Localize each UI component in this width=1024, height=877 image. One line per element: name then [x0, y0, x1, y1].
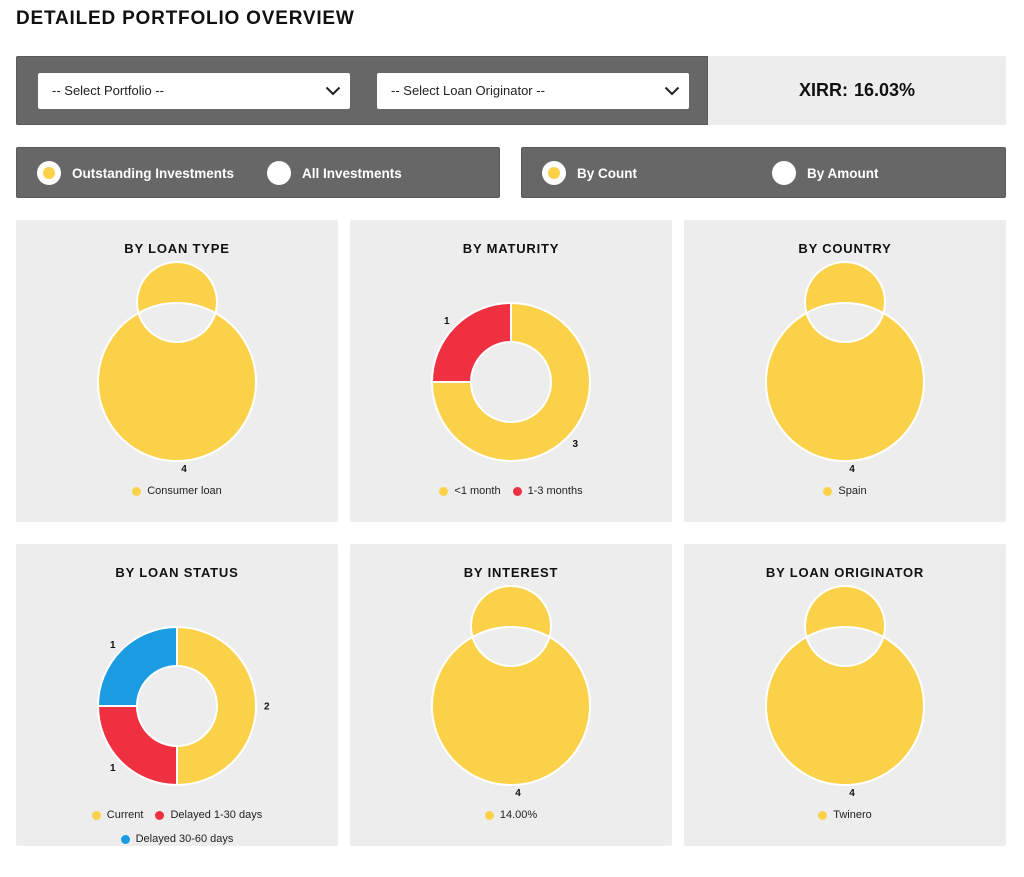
chart-title: BY INTEREST	[463, 565, 559, 580]
loan-originator-select[interactable]: -- Select Loan Originator --	[377, 72, 689, 109]
data-label: 3	[573, 439, 579, 450]
radio-label: By Amount	[807, 165, 879, 181]
radio-by-count[interactable]: By Count	[542, 161, 637, 185]
data-label: 4	[849, 464, 855, 475]
data-label: 1	[444, 316, 450, 327]
slice-1-3-months[interactable]	[430, 301, 512, 383]
measure-radio-group: By Count By Amount	[521, 147, 1006, 198]
chevron-down-icon	[664, 86, 680, 95]
legend-label: 1-3 months	[527, 485, 583, 497]
legend-swatch	[155, 810, 165, 820]
chart-legend: <1 month 1-3 months	[370, 485, 652, 497]
chart-card-by-maturity: BY MATURITY 3 1 <1 month 1-3 months	[350, 220, 672, 522]
chart-legend: Twinero	[704, 809, 986, 821]
legend-swatch	[91, 810, 101, 820]
legend-swatch	[120, 834, 130, 844]
legend-label: Current	[106, 809, 144, 821]
filter-bar: -- Select Portfolio -- -- Select Loan Or…	[16, 56, 1006, 125]
legend-item-delayed-30-60-days[interactable]: Delayed 30-60 days	[120, 833, 234, 845]
legend-label: <1 month	[454, 485, 501, 497]
legend-item-delayed-1-30-days[interactable]: Delayed 1-30 days	[155, 809, 262, 821]
slice-1-month[interactable]	[430, 301, 591, 462]
xirr-display: XIRR: 16.03%	[708, 56, 1006, 125]
data-label: 4	[515, 788, 521, 799]
legend-swatch	[132, 486, 142, 496]
chart-title: BY LOAN STATUS	[115, 565, 239, 580]
chart-legend: Consumer loan	[36, 485, 318, 497]
chart-title: BY LOAN TYPE	[124, 241, 230, 256]
legend-item-spain[interactable]: Spain	[823, 485, 867, 497]
chart-title: BY MATURITY	[462, 241, 560, 256]
legend-item-14-00[interactable]: 14.00%	[484, 809, 538, 821]
legend-label: Spain	[838, 485, 867, 497]
radio-dot	[267, 161, 291, 185]
slice-delayed-1-30-days[interactable]	[96, 705, 178, 787]
slice-spain[interactable]	[764, 261, 925, 462]
data-label: 2	[264, 702, 270, 713]
chart-title: BY LOAN ORIGINATOR	[765, 565, 925, 580]
radio-label: All Investments	[302, 165, 402, 181]
investment-scope-radio-group: Outstanding Investments All Investments	[16, 147, 500, 198]
slice-current[interactable]	[176, 625, 257, 787]
data-label: 4	[849, 788, 855, 799]
legend-item-1-month[interactable]: <1 month	[439, 485, 501, 497]
radio-label: Outstanding Investments	[72, 165, 235, 181]
legend-item-twinero[interactable]: Twinero	[818, 809, 872, 821]
legend-item-1-3-months[interactable]: 1-3 months	[512, 485, 583, 497]
chart-legend: Spain	[704, 485, 986, 497]
donut-chart: 4	[764, 261, 925, 475]
page-title: DETAILED PORTFOLIO OVERVIEW	[16, 8, 355, 29]
chevron-down-icon	[325, 86, 341, 95]
xirr-label: XIRR:	[798, 80, 848, 100]
chart-title: BY COUNTRY	[798, 241, 892, 256]
radio-dot	[37, 161, 61, 185]
donut-chart: 2 1 1	[96, 625, 270, 787]
radio-dot	[772, 161, 796, 185]
data-label: 1	[110, 763, 116, 774]
legend-item-current[interactable]: Current	[91, 809, 144, 821]
legend-swatch	[484, 810, 494, 820]
loan-originator-select-value: -- Select Loan Originator --	[391, 83, 545, 98]
portfolio-select[interactable]: -- Select Portfolio --	[38, 72, 350, 109]
legend-label: Consumer loan	[147, 485, 222, 497]
chart-legend: 14.00%	[370, 809, 652, 821]
legend-swatch	[439, 486, 449, 496]
legend-item-consumer-loan[interactable]: Consumer loan	[132, 485, 222, 497]
data-label: 1	[110, 640, 116, 651]
portfolio-select-value: -- Select Portfolio --	[52, 83, 164, 98]
chart-legend: Current Delayed 1-30 days Delayed 30-60 da…	[36, 809, 318, 845]
radio-all-investments[interactable]: All Investments	[267, 161, 402, 185]
legend-swatch	[818, 810, 828, 820]
donut-chart: 4	[764, 585, 925, 799]
radio-outstanding-investments[interactable]: Outstanding Investments	[37, 161, 234, 185]
data-label: 4	[181, 464, 187, 475]
legend-swatch	[512, 486, 522, 496]
donut-chart: 4	[96, 261, 257, 475]
chart-card-by-loan-type: BY LOAN TYPE 4 Consumer loan	[16, 220, 338, 522]
filter-selects: -- Select Portfolio -- -- Select Loan Or…	[16, 56, 708, 125]
legend-label: Twinero	[833, 809, 872, 821]
xirr-value: 16.03%	[853, 80, 916, 100]
chart-card-by-loan-status: BY LOAN STATUS 2 1 1 Current Delayed 1-30 day…	[16, 544, 338, 846]
legend-label: Delayed 30-60 days	[135, 833, 234, 845]
radio-by-amount[interactable]: By Amount	[772, 161, 879, 185]
donut-chart: 31	[430, 301, 591, 462]
chart-card-by-interest: BY INTEREST 4 14.00%	[350, 544, 672, 846]
slice-consumer-loan[interactable]	[96, 261, 257, 462]
slice-delayed-30-60-days[interactable]	[96, 625, 178, 707]
chart-card-by-loan-originator: BY LOAN ORIGINATOR 4 Twinero	[684, 544, 1006, 846]
legend-label: 14.00%	[499, 809, 538, 821]
legend-label: Delayed 1-30 days	[170, 809, 263, 821]
radio-label: By Count	[577, 165, 637, 181]
legend-swatch	[823, 486, 833, 496]
chart-card-by-country: BY COUNTRY 4 Spain	[684, 220, 1006, 522]
donut-chart: 4	[430, 585, 591, 799]
radio-dot	[542, 161, 566, 185]
slice-twinero[interactable]	[764, 585, 925, 786]
slice-14-00[interactable]	[430, 585, 591, 786]
